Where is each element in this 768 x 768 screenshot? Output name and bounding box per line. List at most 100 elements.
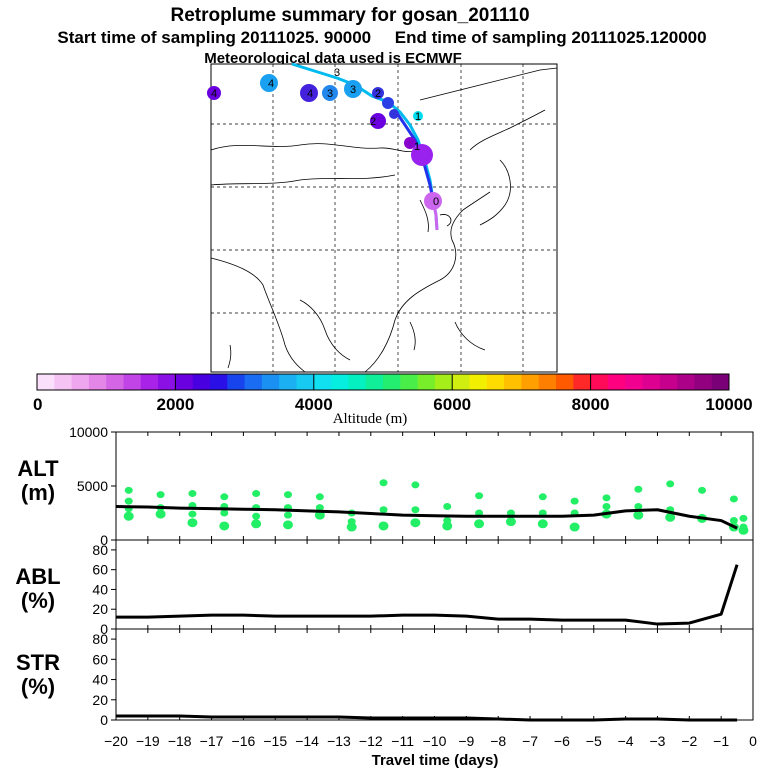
scatter-point	[315, 504, 324, 512]
scatter-point	[379, 479, 388, 487]
scatter-point	[443, 503, 452, 511]
scatter-point	[282, 520, 293, 530]
scatter-point	[738, 525, 749, 535]
map-day-label: 4	[211, 88, 217, 100]
scatter-point	[252, 512, 261, 520]
colorbar-cell	[590, 374, 609, 390]
scatter-point	[602, 494, 611, 502]
str-series-line	[116, 714, 738, 722]
colorbar-cell	[469, 374, 488, 390]
y-tick-label: 10000	[69, 424, 108, 440]
x-tick-label: −19	[136, 733, 160, 749]
colorbar-cell	[521, 374, 540, 390]
colorbar-cell	[365, 374, 384, 390]
y-tick-label: 80	[92, 631, 108, 647]
scatter-point	[155, 509, 166, 519]
map-coastlines	[210, 67, 558, 373]
scatter-point	[187, 518, 198, 528]
map: 0 1 1 2 2 3 3 3 4 4 4	[207, 62, 558, 373]
scatter-point	[411, 481, 420, 489]
y-tick-label: 20	[92, 692, 108, 708]
plume-cluster	[404, 137, 416, 149]
plume-cluster	[322, 85, 338, 101]
map-day-label: 1	[415, 111, 421, 123]
x-tick-label: −4	[618, 733, 634, 749]
colorbar-cell	[210, 374, 228, 390]
scatter-point	[314, 510, 325, 520]
colorbar-tick-label: 4000	[295, 395, 333, 414]
colorbar-cell	[677, 374, 695, 390]
colorbar-gradient	[37, 374, 730, 390]
scatter-point	[315, 493, 324, 501]
y-tick-label: 60	[92, 651, 108, 667]
y-tick-label: 80	[92, 542, 108, 558]
x-tick-label: −9	[458, 733, 474, 749]
colorbar-cell	[227, 374, 246, 390]
map-day-label: 4	[268, 78, 274, 90]
alt-panel-frame	[115, 431, 754, 541]
scatter-point	[729, 495, 738, 503]
scatter-point	[442, 521, 453, 531]
colorbar-cell	[452, 374, 470, 390]
scatter-point	[219, 521, 230, 531]
x-tick-label: −14	[295, 733, 319, 749]
scatter-point	[570, 497, 579, 505]
colorbar-cell	[573, 374, 592, 390]
colorbar-cell	[694, 374, 713, 390]
scatter-point	[346, 522, 357, 532]
scatter-point	[475, 492, 484, 500]
x-tick-label: −10	[423, 733, 447, 749]
x-tick-label: 0	[749, 733, 757, 749]
colorbar-cell	[642, 374, 661, 390]
colorbar-cell	[313, 374, 332, 390]
scatter-point	[124, 497, 133, 505]
x-tick-label: −16	[232, 733, 256, 749]
colorbar-tick-label: 6000	[433, 395, 471, 414]
y-tick-label: 0	[100, 621, 108, 637]
x-tick-label: −11	[391, 733, 414, 749]
colorbar: 0 2000 4000 6000 8000 10000 Altitude (m)	[33, 373, 753, 427]
x-tick-label: −13	[327, 733, 351, 749]
x-tick-label: −6	[554, 733, 570, 749]
plume-cluster	[344, 80, 362, 98]
x-tick-label: −20	[104, 733, 128, 749]
map-day-label: 3	[327, 88, 333, 100]
map-graticule	[211, 64, 557, 372]
scatter-point	[474, 519, 485, 529]
y-tick-label: 5000	[77, 478, 108, 494]
scatter-point	[252, 490, 261, 498]
plume-cluster	[382, 97, 394, 109]
x-tick-label: −7	[522, 733, 538, 749]
colorbar-tick-label: 8000	[572, 395, 610, 414]
scatter-point	[411, 506, 420, 514]
scatter-point	[739, 514, 748, 522]
colorbar-cell	[71, 374, 90, 390]
plume-cluster	[207, 86, 221, 100]
y-tick-label: 60	[92, 562, 108, 578]
colorbar-tick-label: 2000	[156, 395, 194, 414]
colorbar-cell	[434, 374, 453, 390]
time-series-panels: ALT (m) ABL (%) STR (%) 0 5000 10000 0 20 40 6…	[15, 424, 757, 768]
scatter-point	[188, 510, 197, 518]
x-tick-label: −3	[649, 733, 665, 749]
scatter-point	[410, 518, 421, 528]
x-tick-label: −18	[168, 733, 192, 749]
scatter-point	[123, 511, 134, 521]
scatter-point	[665, 512, 676, 522]
colorbar-cell	[261, 374, 280, 390]
map-day-label: 3	[334, 67, 340, 79]
scatter-point	[537, 519, 548, 529]
y-tick-label: 0	[100, 712, 108, 728]
sampling-times: Start time of sampling 20111025. 90000 E…	[57, 28, 706, 47]
y-tick-label: 40	[92, 672, 108, 688]
colorbar-cell	[383, 374, 401, 390]
scatter-point	[634, 485, 643, 493]
scatter-point	[283, 511, 292, 519]
colorbar-cell	[711, 374, 730, 390]
scatter-point	[634, 503, 643, 511]
colorbar-cell	[504, 374, 522, 390]
plume-cluster	[370, 113, 386, 129]
x-axis-label: Travel time (days)	[372, 752, 499, 768]
map-day-label: 4	[307, 88, 313, 100]
